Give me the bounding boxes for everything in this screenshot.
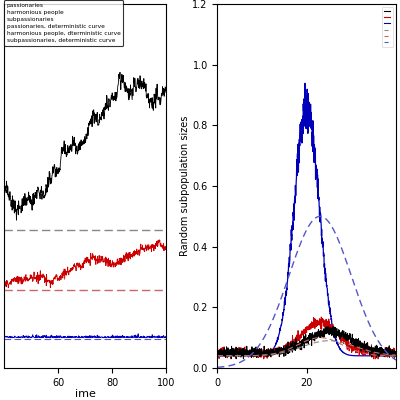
Legend: passionaries, harmonious people, subpassionaries, passionaries, deterministic cu: passionaries, harmonious people, subpass… [4,0,123,46]
Y-axis label: Random subpopulation sizes: Random subpopulation sizes [180,116,190,256]
X-axis label: ime: ime [75,389,96,399]
Legend: , , , , , : , , , , , [382,7,393,47]
